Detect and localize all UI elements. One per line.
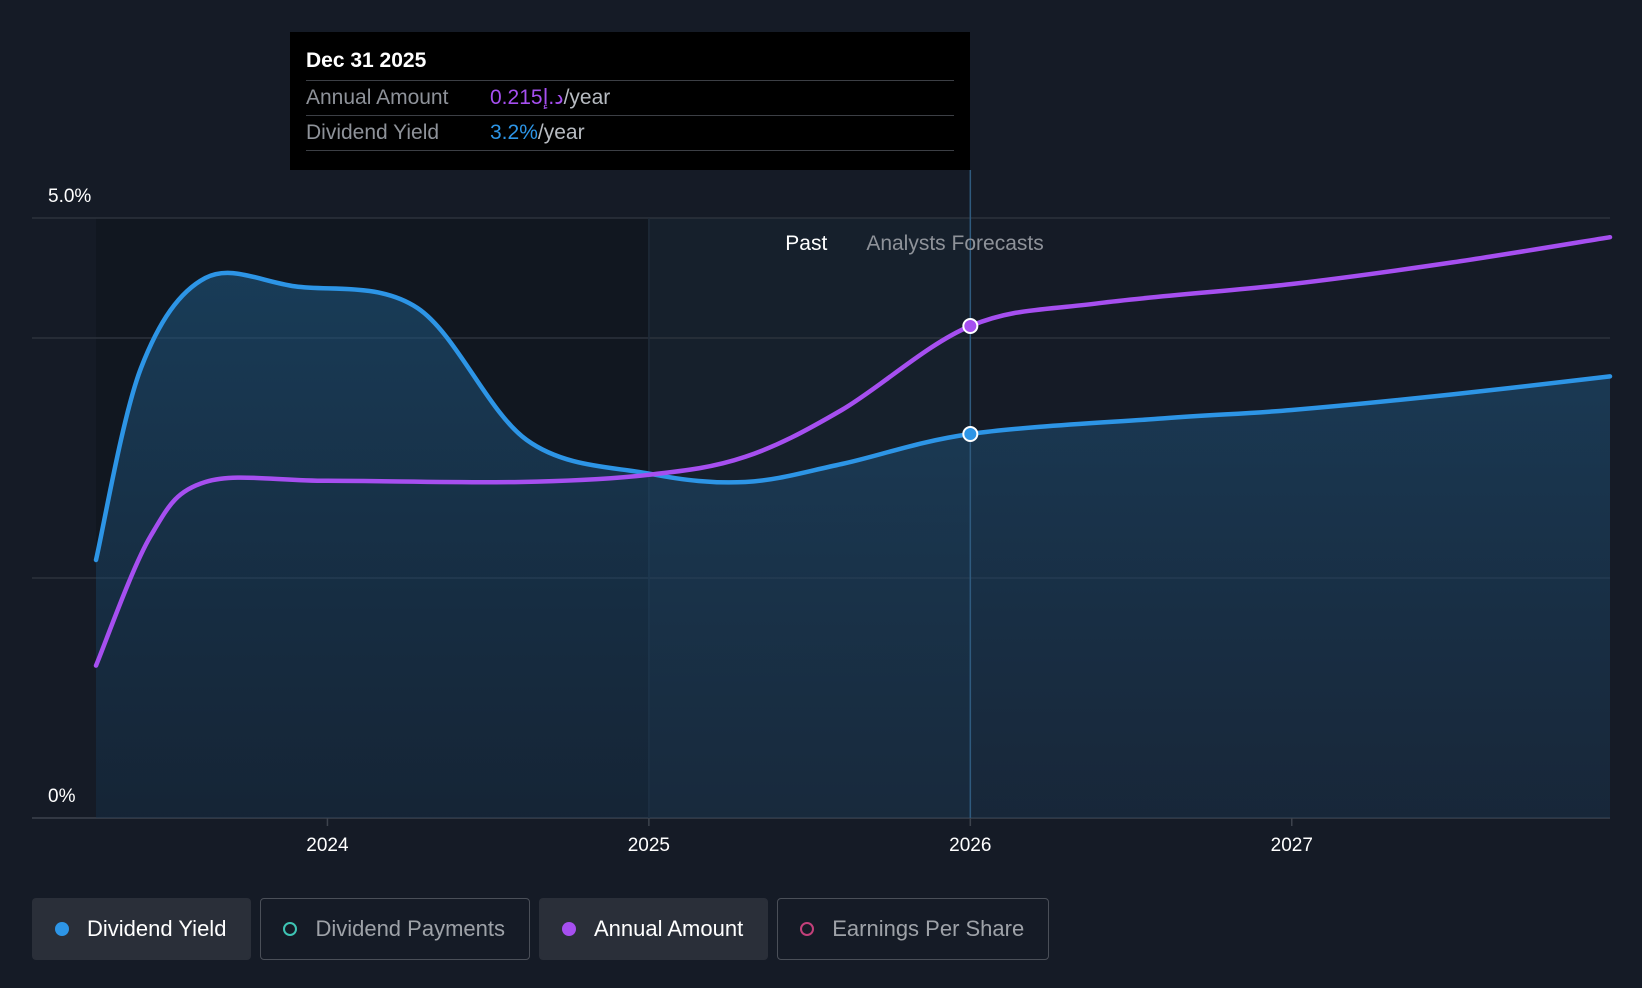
tooltip-label: Dividend Yield bbox=[306, 121, 440, 144]
legend-label: Annual Amount bbox=[593, 916, 744, 941]
tooltip-row-annual-amount: Annual Amount 0.215د.إ /year bbox=[306, 81, 954, 116]
x-tick-label: 2025 bbox=[628, 835, 670, 856]
x-axis-ticks: 2024 2025 2026 2027 bbox=[306, 818, 1313, 856]
hover-markers bbox=[962, 318, 979, 442]
tooltip-date: Dec 31 2025 bbox=[306, 46, 954, 81]
forecast-label: Analysts Forecasts bbox=[866, 232, 1043, 255]
legend-dot-icon bbox=[55, 922, 69, 936]
tooltip-row-dividend-yield: Dividend Yield 3.2% /year bbox=[306, 116, 954, 151]
y-tick-label: 0% bbox=[48, 786, 76, 807]
legend-earnings-per-share[interactable]: Earnings Per Share bbox=[777, 898, 1050, 960]
dividend-chart: 5.0% 0% 2024 2025 2026 2027 Past Analysts Fo… bbox=[32, 170, 1613, 856]
tooltip-unit: /year bbox=[563, 86, 611, 109]
legend-label: Dividend Payments bbox=[315, 916, 505, 941]
annual-amount-line bbox=[93, 234, 1613, 668]
series-areas bbox=[96, 272, 1610, 818]
legend-label: Earnings Per Share bbox=[832, 916, 1025, 941]
past-label: Past bbox=[785, 232, 827, 255]
legend-dot-icon bbox=[800, 922, 815, 936]
legend-dot-icon bbox=[561, 922, 576, 936]
y-tick-label: 5.0% bbox=[48, 186, 91, 207]
dividend-yield-area bbox=[96, 272, 1610, 818]
x-tick-label: 2027 bbox=[1271, 835, 1313, 856]
data-tooltip: Dec 31 2025 Annual Amount 0.215د.إ /year… bbox=[290, 32, 970, 170]
legend-dividend-yield[interactable]: Dividend Yield bbox=[32, 898, 252, 960]
tooltip-value: 3.2% bbox=[490, 121, 538, 144]
annual-amount-marker bbox=[962, 318, 979, 334]
tooltip-label: Annual Amount bbox=[306, 86, 449, 109]
dividend-yield-line bbox=[93, 270, 1613, 563]
legend-annual-amount[interactable]: Annual Amount bbox=[538, 898, 769, 960]
y-axis-ticks: 5.0% 0% bbox=[48, 186, 91, 807]
legend-label: Dividend Yield bbox=[87, 916, 227, 941]
tooltip-unit: /year bbox=[537, 121, 585, 144]
series-lines bbox=[93, 234, 1613, 668]
legend-dot-icon bbox=[283, 922, 298, 936]
tooltip-value: 0.215د.إ bbox=[490, 86, 564, 109]
legend-dividend-payments[interactable]: Dividend Payments bbox=[260, 898, 530, 960]
dividend-yield-marker bbox=[962, 426, 979, 442]
x-tick-label: 2026 bbox=[949, 835, 991, 856]
chart-legend: Dividend Yield Dividend Payments Annual … bbox=[32, 898, 1050, 960]
x-tick-label: 2024 bbox=[306, 835, 349, 856]
